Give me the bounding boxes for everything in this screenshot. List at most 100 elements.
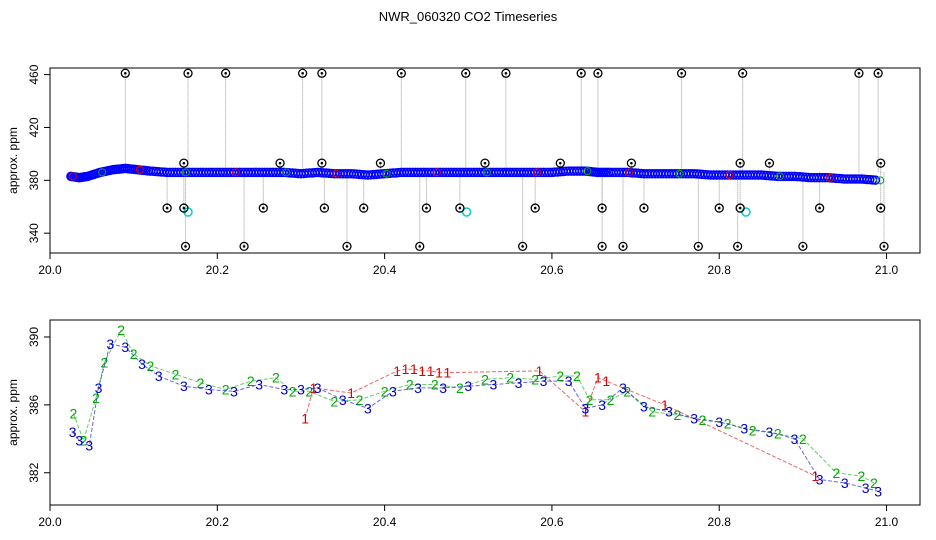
- data-point-outlier: [415, 241, 425, 252]
- data-point-outlier-center: [504, 71, 508, 75]
- data-point-outlier-center: [736, 245, 739, 248]
- data-point-label: 2: [356, 392, 364, 408]
- data-point-label: 1: [301, 410, 309, 426]
- data-point-outlier-center: [818, 206, 821, 210]
- y-tick-label: 340: [27, 223, 41, 243]
- y-tick-label: 390: [27, 327, 41, 347]
- x-tick-label: 20.0: [38, 515, 62, 529]
- data-point-label: 3: [690, 410, 698, 426]
- data-point-label: 2: [431, 376, 439, 392]
- data-point-label: 2: [80, 433, 88, 449]
- data-point-label: 2: [289, 383, 297, 399]
- data-point-outlier: [876, 158, 886, 168]
- data-point-outlier: [317, 158, 327, 168]
- data-point-outlier: [501, 68, 511, 78]
- data-point-label: 1: [594, 370, 602, 386]
- series-line: [72, 329, 875, 484]
- data-point-label: 2: [197, 375, 205, 391]
- data-point-label: 3: [565, 373, 573, 389]
- data-point-label: 2: [774, 426, 782, 442]
- data-point-overlay: [675, 169, 684, 178]
- data-point-label: 2: [406, 376, 414, 392]
- data-point-outlier-center: [533, 206, 537, 210]
- data-point-label: 3: [95, 380, 103, 396]
- data-point-label: 2: [648, 404, 656, 420]
- data-point-outlier: [120, 68, 130, 78]
- data-point-label: 2: [674, 407, 682, 423]
- data-point-label: 1: [435, 365, 443, 381]
- data-point-label: 3: [297, 382, 305, 398]
- data-point-label: 2: [699, 412, 707, 428]
- data-point-label: 3: [106, 336, 114, 352]
- data-point-label: 3: [766, 424, 774, 440]
- data-point-label: 2: [100, 354, 108, 370]
- data-point-outlier-center: [596, 71, 600, 75]
- data-point-label: 1: [443, 365, 451, 381]
- data-point-label: 2: [130, 346, 138, 362]
- data-point-overlay: [725, 171, 734, 180]
- data-point-outlier-center: [483, 161, 487, 165]
- data-point-outlier: [576, 68, 586, 78]
- data-point-label: 1: [410, 361, 418, 377]
- data-point-outlier-center: [242, 245, 246, 248]
- data-point-label: 2: [481, 371, 489, 387]
- data-point-label: 3: [598, 397, 606, 413]
- data-point-outlier-center: [741, 71, 744, 75]
- data-point-overlay: [583, 167, 592, 176]
- data-point-outlier-center: [579, 71, 583, 75]
- data-point-outlier-center: [768, 161, 771, 165]
- data-point-outlier: [814, 203, 825, 213]
- data-point-outlier-center: [857, 71, 861, 75]
- data-point-outlier: [239, 241, 249, 252]
- data-point-outlier-center: [323, 206, 326, 210]
- data-point-label: 3: [280, 382, 288, 398]
- data-point-outlier-center: [464, 71, 468, 75]
- data-point-outlier-center: [345, 245, 349, 248]
- data-point-label: 2: [222, 382, 230, 398]
- x-tick-label: 21.0: [875, 515, 899, 529]
- data-point-outlier: [258, 203, 268, 213]
- data-point-cyan: [741, 207, 751, 217]
- data-point-outlier-center: [320, 161, 324, 165]
- data-point-outlier: [421, 203, 432, 213]
- data-point-label: 2: [531, 371, 539, 387]
- data-point-outlier: [593, 68, 603, 78]
- data-point-outlier: [879, 241, 889, 252]
- data-point-label: 2: [858, 468, 866, 484]
- data-point-outlier: [297, 68, 308, 78]
- data-point-label: 3: [464, 378, 472, 394]
- data-point-outlier: [597, 241, 607, 252]
- data-point-label: 3: [85, 438, 93, 454]
- data-point-outlier-center: [879, 161, 882, 165]
- y-tick-label: 386: [27, 395, 41, 415]
- data-point-outlier: [275, 158, 285, 168]
- data-point-outlier-center: [301, 71, 304, 75]
- data-point-outlier-center: [123, 71, 127, 75]
- top-panel-co2-raw: 20.0 20.2 20.4 20.6 20.8 21.0 340 380 420 460 appr…: [6, 64, 921, 277]
- page-title: NWR_060320 CO2 Timeseries: [378, 9, 558, 24]
- plot-frame: [49, 319, 921, 506]
- y-tick-label: 460: [27, 64, 41, 84]
- data-point-label: 1: [347, 385, 355, 401]
- x-tick-label: 20.6: [540, 515, 564, 529]
- data-point-label: 3: [665, 404, 673, 420]
- y-tick-label: 420: [27, 117, 41, 137]
- data-point-label: 2: [272, 370, 280, 386]
- y-tick-label: 382: [27, 462, 41, 482]
- data-point-label: 2: [506, 370, 514, 386]
- data-point-label: 1: [427, 363, 435, 379]
- data-point-outlier-center: [882, 245, 886, 248]
- y-axis-label: approx. ppm: [6, 127, 20, 194]
- y-axis-label: approx. ppm: [6, 379, 20, 446]
- data-point-label: 3: [715, 414, 723, 430]
- data-point-outlier: [854, 68, 864, 78]
- data-point-outlier-center: [642, 206, 646, 210]
- data-point-outlier: [317, 68, 327, 78]
- data-point-overlay: [135, 165, 144, 174]
- data-point-outlier: [480, 158, 490, 168]
- data-point-label: 1: [602, 373, 610, 389]
- x-tick-label: 20.2: [206, 515, 230, 529]
- data-point-outlier-center: [379, 161, 382, 165]
- data-point-outlier: [693, 241, 703, 252]
- data-point-outlier-center: [801, 245, 805, 248]
